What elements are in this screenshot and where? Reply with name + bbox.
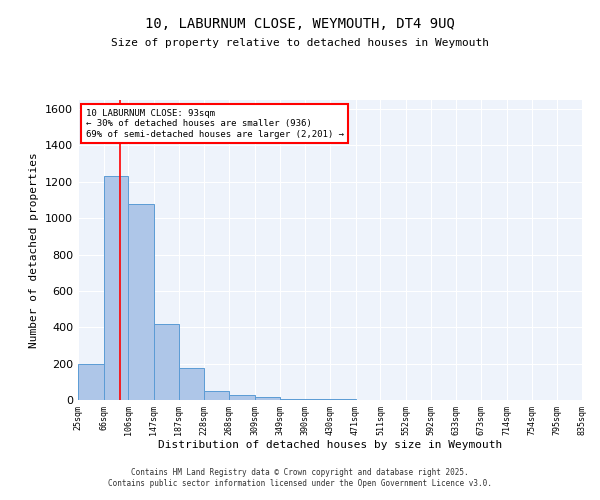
Bar xyxy=(280,398,305,400)
Bar xyxy=(154,324,179,400)
Text: Size of property relative to detached houses in Weymouth: Size of property relative to detached ho… xyxy=(111,38,489,48)
Bar xyxy=(205,391,229,400)
Bar xyxy=(104,176,128,400)
Bar xyxy=(255,398,280,400)
Text: 10 LABURNUM CLOSE: 93sqm
← 30% of detached houses are smaller (936)
69% of semi-: 10 LABURNUM CLOSE: 93sqm ← 30% of detach… xyxy=(86,109,344,139)
Bar xyxy=(128,204,154,400)
X-axis label: Distribution of detached houses by size in Weymouth: Distribution of detached houses by size … xyxy=(158,440,502,450)
Y-axis label: Number of detached properties: Number of detached properties xyxy=(29,152,40,348)
Text: 10, LABURNUM CLOSE, WEYMOUTH, DT4 9UQ: 10, LABURNUM CLOSE, WEYMOUTH, DT4 9UQ xyxy=(145,18,455,32)
Bar xyxy=(78,364,104,400)
Bar xyxy=(179,368,205,400)
Bar xyxy=(305,399,330,400)
Text: Contains HM Land Registry data © Crown copyright and database right 2025.
Contai: Contains HM Land Registry data © Crown c… xyxy=(108,468,492,487)
Bar xyxy=(229,396,255,400)
